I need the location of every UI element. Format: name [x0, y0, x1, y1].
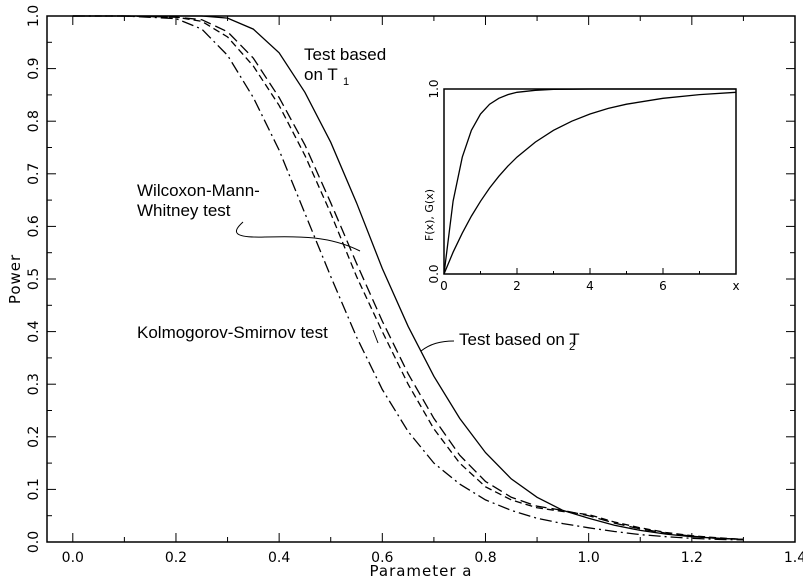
annotation-t2: Test based on T 2	[420, 330, 580, 353]
y-tick-label: 0.2	[26, 426, 42, 448]
annotation-t2-leader	[420, 340, 455, 352]
inset-y-tick-label: 1.0	[427, 79, 441, 98]
inset-x-tick-label: 6	[659, 279, 667, 293]
inset-x-tick-label: 2	[513, 279, 521, 293]
annotation-wmw-leader	[235, 221, 361, 252]
annotation-wmw-line2: Whitney test	[137, 201, 231, 220]
inset-y-axis-title: F(x), G(x)	[423, 189, 436, 241]
x-tick-label: 0.2	[165, 550, 187, 566]
annotation-wmw: Wilcoxon-Mann- Whitney test	[137, 181, 361, 252]
x-tick-label: 0.8	[474, 550, 496, 566]
y-tick-label: 0.9	[26, 57, 42, 79]
annotation-t2-subscript: 2	[569, 341, 575, 353]
main-axes: 0.0 0.2 0.4 0.6 0.8 1.0 1.2 1.4 0.0 0.1 0.2 0.3 0.4 0…	[26, 5, 803, 566]
x-tick-label: 1.4	[784, 550, 803, 566]
y-tick-label: 1.0	[26, 5, 42, 27]
series-line-dash-dot	[72, 15, 744, 541]
inset-curve-1	[443, 88, 736, 275]
inset-curve-2	[443, 91, 737, 275]
annotation-wmw-line1: Wilcoxon-Mann-	[137, 181, 260, 200]
x-tick-label: 1.2	[681, 550, 703, 566]
x-axis-title: Parameter a	[370, 562, 473, 580]
inset-x-tick-label: 0	[440, 279, 448, 293]
inset-x-tick-label: 4	[586, 279, 594, 293]
inset-background	[443, 88, 737, 275]
annotation-t1-line2: on T	[304, 65, 338, 84]
inset-chart: 0 2 4 6 x 0.0 1.0 F(x), G(x)	[423, 79, 740, 293]
annotation-ks: Kolmogorov-Smirnov test	[137, 323, 379, 344]
annotation-ks-line1: Kolmogorov-Smirnov test	[137, 323, 328, 342]
series-line-long-dash	[72, 15, 744, 541]
y-tick-label: 0.6	[26, 215, 42, 237]
y-tick-label: 0.4	[26, 320, 42, 342]
y-tick-label: 0.1	[26, 478, 42, 500]
x-tick-label: 0.4	[268, 550, 290, 566]
annotation-ks-leader	[372, 329, 379, 344]
series-line-solid	[72, 15, 744, 541]
x-tick-label: 0.6	[371, 550, 393, 566]
y-tick-label: 0.0	[26, 531, 42, 553]
annotation-t2-line1: Test based on T	[459, 330, 580, 349]
annotation-t1-subscript: 1	[343, 76, 349, 88]
inset-x-tick-label: x	[732, 279, 739, 293]
y-tick-label: 0.3	[26, 373, 42, 395]
inset-y-tick-label: 0.0	[427, 264, 441, 283]
y-tick-label: 0.7	[26, 163, 42, 185]
annotation-t1-line1: Test based	[304, 45, 386, 64]
y-tick-label: 0.5	[26, 268, 42, 290]
series-line-short-dash	[72, 15, 744, 541]
y-axis-title: Power	[6, 254, 24, 304]
x-tick-label: 1.0	[578, 550, 600, 566]
inset-axes: 0 2 4 6 x 0.0 1.0	[427, 79, 740, 293]
y-tick-label: 0.8	[26, 110, 42, 132]
x-tick-label: 0.0	[62, 550, 84, 566]
inset-series	[443, 88, 737, 275]
main-series	[72, 15, 744, 541]
annotation-t1: Test based on T 1	[304, 45, 386, 88]
